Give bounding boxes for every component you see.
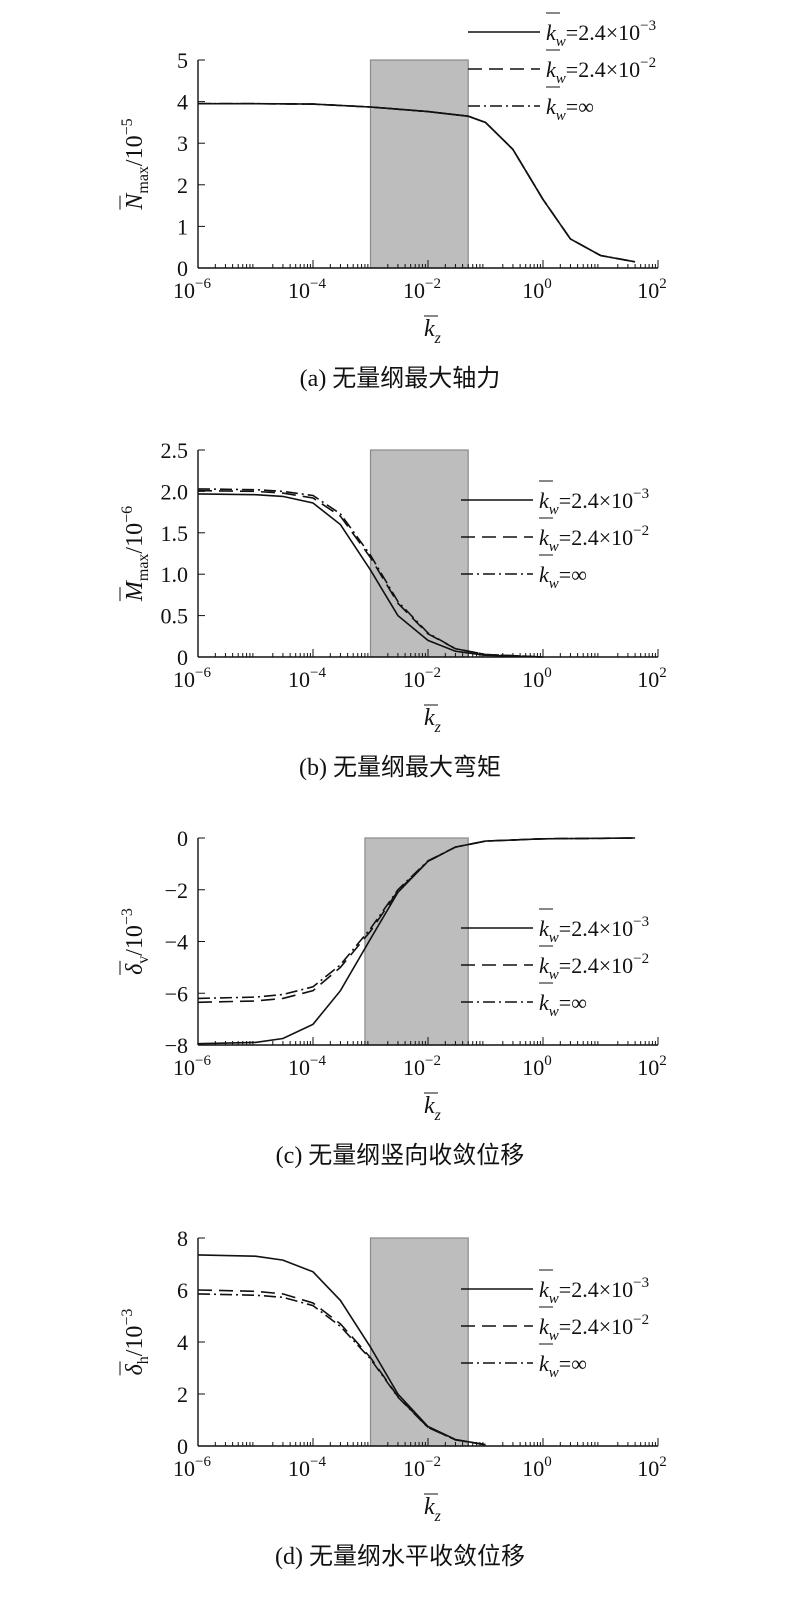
- legend-label: kw=2.4×10−2: [539, 951, 649, 983]
- y-tick-label: 1.5: [161, 521, 189, 546]
- x-tick-label: 10−4: [288, 1053, 326, 1080]
- y-tick-label: 0: [177, 256, 188, 281]
- series-line-dashdot: [198, 102, 636, 263]
- series-line-dashdot: [197, 488, 544, 658]
- y-tick-label: 2.5: [161, 438, 189, 463]
- x-axis-label: kz: [424, 1093, 442, 1124]
- shaded-region: [369, 59, 469, 269]
- series-line-solid: [197, 493, 544, 658]
- legend-label: kw=2.4×10−2: [539, 523, 649, 555]
- x-axis-label: kz: [424, 1494, 442, 1525]
- x-tick-label: 100: [522, 1454, 552, 1481]
- x-tick-label: 10−6: [173, 1454, 211, 1481]
- chart-panel-b: 0 0.5 1.0 1.5 2.0 2.5 10−6 10−4 10−2 100 102 kw=2.4…: [119, 438, 667, 781]
- series-line-dashdot: [197, 1293, 486, 1446]
- x-tick-label: 100: [522, 276, 552, 303]
- y-tick-label: 1.0: [161, 562, 189, 587]
- x-axis-label: kz: [424, 316, 442, 347]
- legend-label: kw=2.4×10−2: [546, 55, 656, 87]
- x-tick-label: 10−4: [288, 665, 326, 692]
- panel-caption: (d) 无量纲水平收敛位移: [275, 1543, 525, 1570]
- x-tick-label: 102: [637, 276, 667, 303]
- legend-label: kw=∞: [539, 1351, 587, 1381]
- y-tick-label: 2: [177, 173, 188, 198]
- x-tick-label: 10−2: [403, 665, 441, 692]
- x-tick-label: 10−4: [288, 276, 326, 303]
- legend-label: kw=2.4×10−3: [539, 1275, 649, 1307]
- y-tick-label: −6: [165, 981, 188, 1006]
- y-tick-label: 8: [177, 1226, 188, 1251]
- legend-label: kw=∞: [539, 562, 587, 592]
- y-tick-label: 5: [177, 48, 188, 73]
- shaded-region: [369, 449, 469, 658]
- x-tick-label: 10−4: [288, 1454, 326, 1481]
- y-axis-label-group: δh/10−3: [119, 1309, 152, 1376]
- y-tick-label: 0: [177, 826, 188, 851]
- x-tick-label: 100: [522, 665, 552, 692]
- y-axis-label-group: Nmax/10−5: [119, 118, 152, 210]
- x-axis-label: kz: [424, 705, 442, 736]
- legend-label: kw=2.4×10−3: [539, 486, 649, 518]
- panel-caption: (c) 无量纲竖向收敛位移: [276, 1142, 525, 1169]
- y-tick-label: 6: [177, 1278, 188, 1303]
- y-axis-label: δv/10−3: [119, 908, 152, 975]
- panel-caption: (b) 无量纲最大弯矩: [299, 754, 501, 781]
- x-tick-label: 102: [637, 1454, 667, 1481]
- x-tick-label: 10−6: [173, 1053, 211, 1080]
- chart-panel-d: 0 2 4 6 8 10−6 10−4 10−2 100 102 kw=2.4×10−3 kw=2.4…: [119, 1226, 667, 1570]
- x-tick-label: 10−2: [403, 1053, 441, 1080]
- shaded-region: [364, 837, 469, 1046]
- y-axis-label: δh/10−3: [119, 1309, 152, 1376]
- y-tick-label: 2.0: [161, 479, 189, 504]
- x-tick-label: 10−2: [403, 276, 441, 303]
- y-axis-label: Nmax/10−5: [119, 118, 152, 210]
- series-line-dashdot: [197, 837, 636, 1000]
- legend-label: kw=∞: [546, 94, 594, 124]
- legend-label: kw=∞: [539, 990, 587, 1020]
- x-tick-label: 100: [522, 1053, 552, 1080]
- x-tick-label: 10−6: [173, 276, 211, 303]
- y-tick-label: 0: [177, 1434, 188, 1459]
- y-axis-label-group: δv/10−3: [119, 908, 152, 975]
- y-tick-label: −4: [165, 930, 188, 955]
- y-tick-label: 1: [177, 214, 188, 239]
- panel-caption: (a) 无量纲最大轴力: [300, 365, 501, 392]
- y-tick-label: −8: [165, 1033, 188, 1058]
- x-tick-label: 102: [637, 1053, 667, 1080]
- y-tick-label: 2: [177, 1382, 188, 1407]
- shaded-region: [369, 1237, 469, 1447]
- x-tick-label: 102: [637, 665, 667, 692]
- series-line-dashed: [197, 1289, 486, 1446]
- y-axis-label: Mmax/10−6: [119, 506, 152, 602]
- chart-panel-c: −8 −6 −4 −2 0 10−6 10−4 10−2 100 102 kw=2.4×10−3 kw…: [119, 826, 667, 1169]
- x-tick-label: 10−6: [173, 665, 211, 692]
- y-tick-label: −2: [165, 878, 188, 903]
- y-tick-label: 3: [177, 131, 188, 156]
- chart-panel-a: 0 1 2 3 4 5 10−6 10−4 10−2 100 102 kw=2.4×10−3 kw=2.…: [119, 12, 667, 392]
- y-axis-label-group: Mmax/10−6: [119, 506, 152, 602]
- legend-label: kw=2.4×10−2: [539, 1312, 649, 1344]
- x-tick-label: 10−2: [403, 1454, 441, 1481]
- y-tick-label: 4: [177, 1330, 188, 1355]
- legend-label: kw=2.4×10−3: [546, 18, 656, 50]
- y-tick-label: 4: [177, 90, 188, 115]
- y-tick-label: 0: [177, 645, 188, 670]
- legend-label: kw=2.4×10−3: [539, 914, 649, 946]
- y-tick-label: 0.5: [161, 604, 189, 629]
